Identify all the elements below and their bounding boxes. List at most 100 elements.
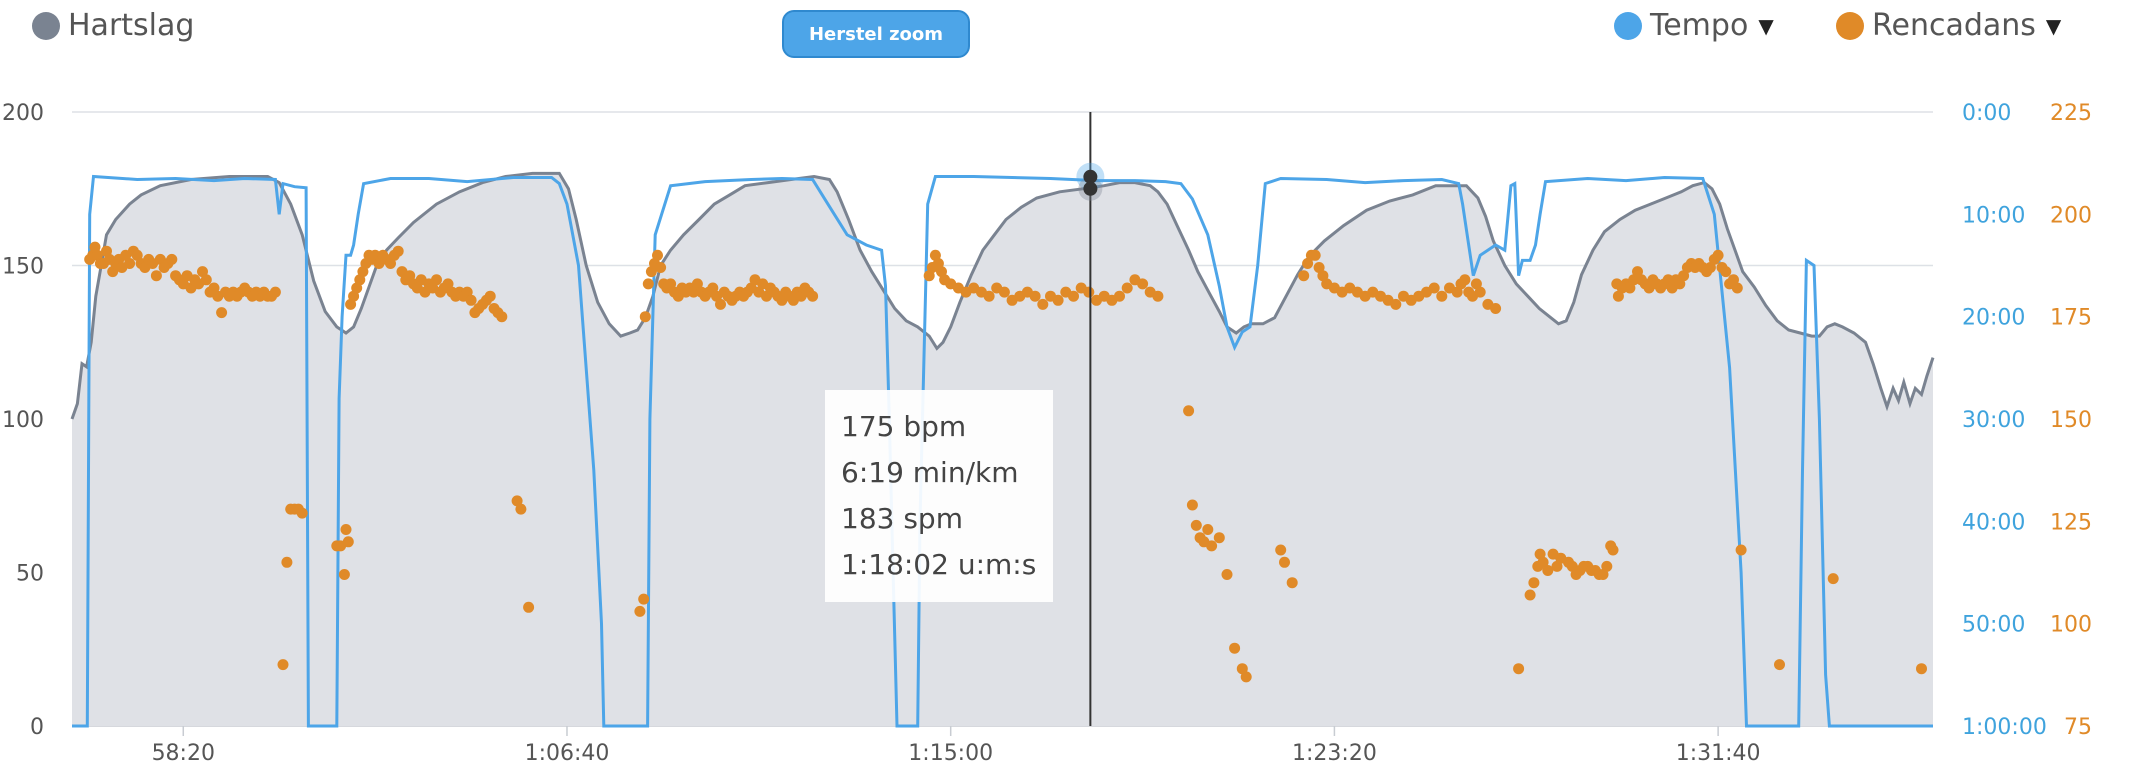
cadence-point xyxy=(442,278,454,290)
cadence-point xyxy=(1827,573,1839,585)
cadence-point xyxy=(511,495,523,507)
cadence-point xyxy=(1436,290,1448,302)
cadence-point xyxy=(1083,286,1095,298)
cadence-point xyxy=(484,290,496,302)
y-tick-label-tempo: 40:00 xyxy=(1962,510,2025,535)
y-tick-label-tempo: 20:00 xyxy=(1962,306,2025,331)
cadence-point xyxy=(1712,249,1724,261)
cadence-point xyxy=(124,258,136,269)
cadence-point xyxy=(1916,663,1927,675)
cadence-point xyxy=(1678,270,1690,282)
cadence-point xyxy=(281,556,293,568)
x-tick-label: 1:15:00 xyxy=(908,741,993,766)
cadence-point xyxy=(523,601,535,613)
y-axis-rencadans: 75 100 125 150 175 200 225 xyxy=(2050,101,2092,740)
tooltip-time: 1:18:02 u:m:s xyxy=(841,548,1037,581)
x-axis: 58:20 1:06:40 1:15:00 1:23:20 1:31:40 xyxy=(152,726,1761,766)
tooltip-pace: 6:19 min/km xyxy=(841,456,1019,489)
cadence-point xyxy=(1607,544,1619,556)
cadence-point xyxy=(1309,249,1321,261)
cadence-point xyxy=(1275,544,1287,556)
cadence-point xyxy=(1451,286,1463,298)
cadence-point xyxy=(1551,560,1563,572)
cadence-point xyxy=(1542,565,1554,576)
cadence-point xyxy=(634,605,646,617)
cadence-point xyxy=(1612,290,1624,302)
hartslag-legend-dot-icon xyxy=(32,11,60,40)
cadence-point xyxy=(1037,298,1049,310)
y-tick-label-rencadans: 150 xyxy=(2050,408,2092,433)
tooltip: 175 bpm 6:19 min/km 183 spm 1:18:02 u:m:… xyxy=(825,390,1053,602)
cadence-point xyxy=(1240,671,1252,683)
cadence-point xyxy=(515,503,527,515)
cadence-point xyxy=(392,245,404,257)
cadence-point xyxy=(1601,560,1613,572)
cadence-point xyxy=(150,270,162,282)
y-tick-label-hartslag: 50 xyxy=(16,562,44,587)
tempo-dropdown-caret-icon[interactable]: ▼ xyxy=(1758,13,1774,38)
cadence-point xyxy=(338,569,350,580)
legend-tempo-label: Tempo xyxy=(1650,8,1749,43)
cadence-point xyxy=(1213,532,1225,544)
cadence-point xyxy=(1052,294,1064,306)
y-tick-label-hartslag: 150 xyxy=(2,255,44,280)
cadence-point xyxy=(642,278,654,290)
cadence-point xyxy=(638,593,650,605)
legend-hartslag[interactable]: Hartslag xyxy=(32,8,194,43)
cadence-point xyxy=(1624,282,1636,294)
cadence-point xyxy=(1068,290,1079,302)
cadence-point xyxy=(1137,278,1149,290)
crosshair-layer xyxy=(1076,112,1105,726)
cadence-point xyxy=(1302,258,1314,269)
cadence-point xyxy=(200,274,212,286)
cadence-point xyxy=(1470,278,1482,290)
cadence-point xyxy=(1317,270,1329,282)
cadence-point xyxy=(639,311,651,323)
cadence-point xyxy=(1186,499,1198,511)
cadence-point xyxy=(1524,589,1536,601)
cadence-point xyxy=(1537,556,1549,568)
cadence-point xyxy=(1121,282,1133,294)
y-tick-label-hartslag: 0 xyxy=(30,715,44,740)
cadence-point xyxy=(1513,663,1525,675)
hartslag-hover-marker xyxy=(1083,181,1098,196)
reset-zoom-button[interactable]: Herstel zoom xyxy=(782,10,970,58)
cadence-point xyxy=(1528,577,1540,589)
cadence-point xyxy=(342,536,354,548)
cadence-point xyxy=(1206,540,1218,552)
cadence-point xyxy=(1490,303,1502,314)
y-tick-label-tempo: 30:00 xyxy=(1962,408,2025,433)
cadence-point xyxy=(131,249,143,261)
x-tick-label: 1:31:40 xyxy=(1676,741,1761,766)
y-tick-label-rencadans: 225 xyxy=(2050,101,2092,126)
cadence-point xyxy=(340,524,352,535)
legend-tempo[interactable]: Tempo ▼ xyxy=(1614,8,1774,43)
cadence-point xyxy=(715,298,726,310)
cadence-point xyxy=(404,270,416,282)
cadence-point xyxy=(1202,524,1214,535)
cadence-point xyxy=(385,258,396,269)
y-tick-label-tempo: 50:00 xyxy=(1962,613,2025,638)
cadence-point xyxy=(277,659,289,671)
x-tick-label: 58:20 xyxy=(152,741,215,766)
rencadans-legend-dot-icon xyxy=(1836,11,1864,40)
cadence-point xyxy=(1774,659,1785,671)
cadence-point xyxy=(652,249,663,261)
cadence-point xyxy=(1190,519,1202,531)
cadence-point xyxy=(1152,290,1164,302)
cadence-point xyxy=(807,290,819,302)
cadence-point xyxy=(1390,298,1402,310)
cadence-point xyxy=(1632,266,1643,278)
y-tick-label-tempo: 10:00 xyxy=(1962,203,2025,228)
cadence-point xyxy=(1286,577,1298,589)
y-tick-label-hartslag: 100 xyxy=(2,408,44,433)
legend-rencadans[interactable]: Rencadans ▼ xyxy=(1836,8,2061,43)
cadence-point xyxy=(461,286,473,298)
cadence-points-layer xyxy=(84,241,1927,683)
rencadans-dropdown-caret-icon[interactable]: ▼ xyxy=(2045,13,2062,38)
cadence-point xyxy=(496,311,508,323)
cadence-point xyxy=(208,282,220,294)
cadence-point xyxy=(197,266,208,278)
cadence-point xyxy=(1428,282,1440,294)
